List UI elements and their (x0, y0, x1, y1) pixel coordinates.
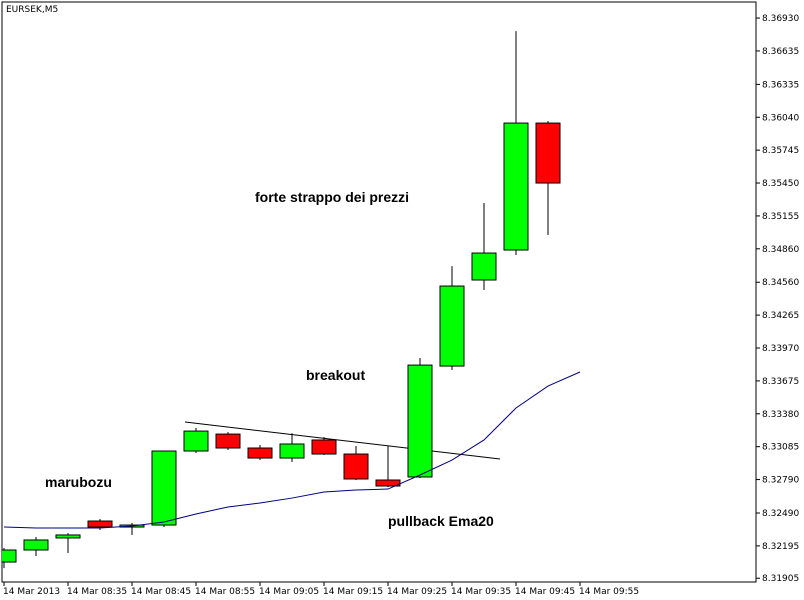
y-tick-label: 8.35155 (762, 212, 799, 222)
y-tick-label: 8.33675 (762, 377, 799, 387)
x-tick-label: 14 Mar 2013 (3, 587, 60, 597)
x-tick-label: 14 Mar 09:35 (451, 587, 511, 597)
annotation: pullback Ema20 (388, 513, 494, 529)
candle-body (375, 479, 401, 487)
y-tick-label: 8.34265 (762, 311, 799, 321)
y-tick-label: 8.32195 (762, 542, 799, 552)
y-tick-label: 8.32490 (762, 509, 799, 519)
candle-body (2, 549, 17, 563)
candle-body (471, 252, 497, 281)
candle-body (55, 534, 81, 539)
trend-line (184, 421, 501, 460)
candle-body (503, 122, 529, 251)
x-tick-label: 14 Mar 08:35 (67, 587, 127, 597)
x-tick-label: 14 Mar 09:25 (387, 587, 447, 597)
y-tick-label: 8.35450 (762, 179, 799, 189)
candle-body (183, 430, 209, 452)
candle-body (151, 450, 177, 526)
candle-body (535, 122, 561, 184)
y-tick-label: 8.36040 (762, 113, 799, 123)
candle-body (23, 539, 49, 551)
y-tick-label: 8.32790 (762, 476, 799, 486)
y-tick-label: 8.36930 (762, 14, 799, 24)
plot-frame (1, 1, 757, 583)
x-tick-label: 14 Mar 09:15 (323, 587, 383, 597)
y-tick-label: 8.36635 (762, 47, 799, 57)
annotation: breakout (306, 367, 365, 383)
y-tick-label: 8.34560 (762, 278, 799, 288)
chart-title: EURSEK,M5 (6, 5, 58, 15)
x-tick-label: 14 Mar 08:45 (131, 587, 191, 597)
candle-body (247, 447, 273, 459)
candle-body (279, 443, 305, 459)
annotation: forte strappo dei prezzi (255, 189, 409, 205)
y-tick-label: 8.33380 (762, 410, 799, 420)
y-tick-label: 8.34860 (762, 245, 799, 255)
y-tick-label: 8.35745 (762, 146, 799, 156)
candle-body (311, 439, 337, 455)
candle-body (407, 364, 433, 478)
ema-line (3, 371, 581, 529)
y-tick-label: 8.36335 (762, 80, 799, 90)
y-tick-label: 8.33085 (762, 443, 799, 453)
candle-body (215, 433, 241, 449)
plot-area (2, 31, 581, 569)
y-tick-label: 8.31905 (762, 574, 799, 584)
candle-body (87, 520, 113, 528)
x-tick-label: 14 Mar 09:55 (579, 587, 639, 597)
y-tick-label: 8.33970 (762, 344, 799, 354)
x-tick-label: 14 Mar 09:05 (259, 587, 319, 597)
candle-body (343, 453, 369, 480)
x-tick-label: 14 Mar 08:55 (195, 587, 255, 597)
annotation: marubozu (45, 474, 112, 490)
x-tick-label: 14 Mar 09:45 (515, 587, 575, 597)
candle-body (439, 285, 465, 367)
